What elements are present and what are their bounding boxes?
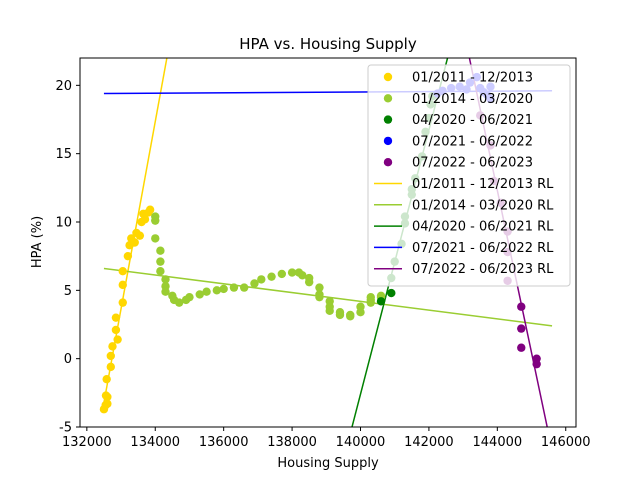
legend-label: 07/2021 - 06/2022 RL: [412, 241, 554, 256]
legend-marker: [383, 115, 393, 124]
series-2-point-24: [277, 269, 287, 279]
series-2-point-7: [161, 275, 170, 284]
x-tick-label: 138000: [267, 435, 317, 450]
series-1-point-5: [103, 392, 112, 402]
x-axis-ticks: 132000 134000 136000 138000 140000 142000 1440…: [62, 427, 591, 450]
x-axis-label: Housing Supply: [277, 456, 379, 471]
axes-frame: [79, 57, 577, 428]
x-tick-label: 146000: [541, 435, 591, 450]
series-2-point-16: [202, 287, 211, 296]
series-1-point-11: [111, 325, 121, 335]
series-2-point-14: [185, 292, 194, 302]
legend-label: 01/2011 - 12/2013: [412, 71, 533, 86]
y-tick-label: -5: [59, 421, 72, 436]
series-1-point-15: [118, 267, 127, 276]
series-2-point-20: [239, 283, 249, 292]
series-1-point-12: [111, 313, 121, 322]
x-tick-label: 132000: [62, 435, 112, 450]
series-1-point-19: [130, 238, 139, 247]
y-tick-label: 5: [64, 284, 72, 299]
series-2-point-17: [212, 286, 222, 295]
series-1-point-16: [123, 251, 133, 261]
y-tick-label: 15: [55, 147, 72, 162]
series-2-point-25: [287, 268, 297, 277]
series-2-point-41: [356, 302, 365, 311]
legend-marker: [383, 136, 393, 146]
series-2-point-32: [315, 292, 324, 302]
series-3-point-2: [387, 288, 396, 298]
legend-label: 07/2022 - 06/2023 RL: [412, 262, 554, 277]
x-tick-label: 144000: [473, 435, 523, 450]
legend-marker: [383, 94, 393, 103]
regression-line-2: [103, 267, 553, 327]
series-1-point-8: [106, 351, 115, 361]
series-2-point-22: [257, 275, 266, 284]
series-3-point-1: [376, 297, 386, 306]
series-2-point-19: [229, 283, 239, 292]
series-1-point-6: [102, 374, 111, 384]
legend: 01/2011 - 12/2013 01/2014 - 03/2020 04/202…: [367, 64, 571, 287]
series-2-point-6: [156, 267, 165, 276]
y-tick-label: 20: [55, 79, 72, 94]
series-1-point-14: [118, 280, 127, 290]
series-2-point-21: [250, 279, 259, 288]
series-2-point-9: [161, 287, 170, 296]
legend-label: 04/2020 - 06/2021 RL: [412, 220, 554, 235]
series-2-point-1: [151, 234, 160, 243]
y-tick-label: 0: [64, 352, 72, 367]
legend-label: 07/2022 - 06/2023: [412, 156, 533, 171]
series-1-point-3: [103, 399, 112, 408]
series-5-point-9: [517, 324, 526, 333]
x-tick-label: 136000: [199, 435, 249, 450]
series-1-point-7: [106, 362, 115, 372]
series-1-point-13: [118, 298, 127, 307]
chart-title: HPA vs. Housing Supply: [239, 35, 417, 53]
legend-label: 07/2021 - 06/2022: [412, 134, 533, 149]
series-5-point-8: [517, 302, 526, 311]
legend-label: 01/2011 - 12/2013 RL: [412, 177, 554, 192]
series-2-point-12: [175, 298, 184, 307]
series-2-point-5: [156, 257, 165, 266]
x-tick-label: 142000: [404, 435, 454, 450]
series-2-point-37: [335, 310, 345, 320]
series-5-point-12: [532, 359, 541, 369]
series-2-point-30: [315, 283, 324, 292]
legend-marker: [383, 72, 393, 82]
y-tick-label: 10: [55, 216, 72, 231]
series-2-point-27: [298, 271, 307, 280]
series-2-point-44: [366, 292, 375, 302]
x-tick-label: 140000: [336, 435, 386, 450]
series-1-point-26: [145, 205, 155, 214]
legend-label: 04/2020 - 06/2021: [412, 113, 533, 128]
legend-box: [367, 64, 571, 287]
series-2-point-23: [267, 272, 276, 281]
series-5-point-10: [517, 343, 526, 352]
series-1-point-24: [140, 215, 150, 224]
legend-label: 01/2014 - 03/2020: [412, 92, 533, 107]
legend-label: 01/2014 - 03/2020 RL: [412, 198, 554, 213]
series-2-point-3: [151, 212, 160, 221]
series-1-point-9: [108, 342, 117, 351]
series-2-point-18: [219, 284, 228, 294]
series-2-point-39: [346, 310, 355, 320]
x-tick-label: 134000: [130, 435, 180, 450]
y-axis-label: HPA (%): [30, 216, 45, 268]
series-2-point-29: [304, 277, 314, 287]
legend-marker: [383, 158, 393, 167]
series-2-point-35: [325, 306, 334, 316]
series-2-point-15: [195, 290, 204, 299]
series-1-point-10: [113, 335, 122, 344]
series-2-point-4: [156, 246, 165, 255]
y-axis-ticks: -5 0 5 10 15 20: [55, 79, 80, 436]
series-1-point-21: [135, 231, 145, 240]
